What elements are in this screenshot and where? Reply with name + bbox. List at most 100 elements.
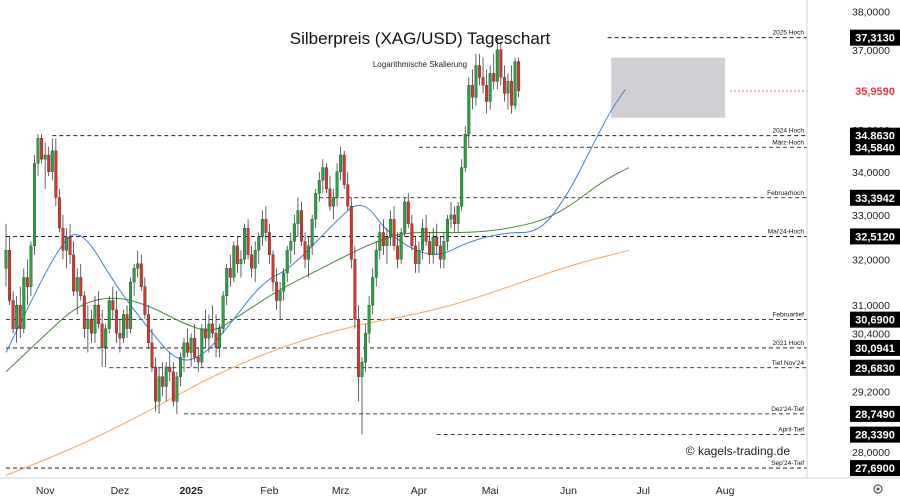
candle-body	[203, 328, 207, 339]
candle-body	[310, 219, 314, 247]
candle	[61, 214, 65, 260]
candle-body	[164, 366, 168, 387]
candle	[15, 295, 19, 343]
candle-body	[435, 236, 439, 247]
candle	[118, 319, 122, 353]
candle-body	[118, 333, 122, 339]
ma20-line	[5, 89, 626, 361]
candle	[389, 210, 392, 246]
x-tick-label: Jul	[637, 485, 650, 497]
candle	[154, 357, 157, 412]
candle-body	[285, 250, 289, 274]
candle	[453, 206, 457, 233]
settings-gear-icon[interactable]	[873, 484, 883, 494]
candle-body	[107, 300, 111, 329]
candle	[43, 142, 47, 189]
candle	[200, 323, 204, 367]
candle-body	[104, 328, 108, 348]
candle	[356, 305, 360, 402]
candle	[239, 250, 243, 278]
candle-body	[72, 254, 76, 292]
candle	[456, 201, 460, 233]
candle	[392, 206, 396, 251]
y-tick-label: 32,0000	[852, 254, 890, 266]
candle	[317, 171, 321, 202]
candle	[499, 42, 503, 86]
candle-body	[33, 163, 36, 247]
candle	[8, 236, 12, 306]
x-tick-label: Mrz	[332, 485, 350, 497]
candle	[463, 125, 467, 172]
candle-body	[374, 250, 378, 278]
candle-body	[292, 223, 296, 242]
candle-body	[18, 304, 22, 329]
candle-body	[445, 219, 449, 242]
candle-body	[364, 333, 368, 363]
candle-body	[314, 193, 318, 220]
candle-body	[154, 366, 157, 402]
level-name: Dez'24-Tief	[771, 406, 804, 413]
x-tick-label: Jun	[560, 485, 577, 497]
candle-body	[86, 319, 90, 329]
candle-body	[207, 323, 211, 339]
candle-body	[289, 241, 293, 251]
candle-body	[332, 197, 335, 207]
candle-body	[211, 323, 214, 334]
candle	[342, 150, 346, 189]
candle-body	[54, 150, 58, 198]
candle	[22, 268, 26, 334]
candle-body	[114, 309, 118, 334]
x-tick-label: Dez	[111, 485, 130, 497]
level-price-tag	[850, 339, 900, 356]
time-axis: Nov Dez 2025 Feb Mrz Apr Mai Jun Jul Aug	[36, 485, 735, 497]
candle-body	[182, 342, 186, 358]
candle	[50, 138, 54, 181]
level-price-tag	[850, 29, 900, 46]
candle-body	[431, 236, 435, 255]
candle	[168, 352, 172, 382]
candle-body	[296, 210, 300, 224]
x-tick-label: Feb	[260, 485, 278, 497]
candle-body	[481, 77, 485, 86]
level-price-tag	[850, 139, 900, 156]
level-price-tag	[850, 228, 900, 245]
candle	[378, 223, 382, 260]
candle	[18, 286, 22, 339]
candle	[214, 314, 218, 358]
candle	[307, 236, 311, 278]
candle-body	[267, 232, 271, 255]
candle	[303, 232, 307, 269]
candle	[488, 65, 492, 110]
level-name: April-Tief	[778, 427, 804, 434]
candle	[164, 362, 168, 402]
candle-body	[239, 259, 243, 264]
candle	[410, 214, 414, 251]
candle-body	[328, 188, 332, 207]
x-tick-label: Nov	[36, 485, 55, 497]
candle-body	[68, 236, 72, 255]
chart-title: Silberpreis (XAG/USD) Tageschart	[290, 29, 551, 48]
candle-body	[178, 357, 182, 377]
candle	[246, 219, 250, 260]
candle	[93, 295, 97, 343]
level-name: Tief Nov'24	[772, 360, 805, 367]
candle-body	[125, 314, 129, 329]
candle	[332, 188, 335, 220]
candle-body	[470, 85, 474, 98]
candle-body	[171, 371, 175, 402]
candle	[196, 347, 200, 372]
candle-body	[456, 206, 460, 224]
candle-body	[250, 254, 254, 269]
x-tick-label: Mai	[482, 485, 499, 497]
x-tick-label: 2025	[179, 485, 203, 497]
candle-body	[467, 85, 471, 135]
x-tick-label: Aug	[716, 485, 735, 497]
moving-averages-layer	[5, 89, 630, 476]
candle-body	[335, 171, 339, 198]
candle-body	[232, 245, 236, 278]
candle-body	[225, 268, 229, 297]
candle-body	[399, 232, 403, 260]
candle-body	[300, 210, 303, 242]
candle-body	[79, 277, 83, 297]
candles-layer	[4, 37, 521, 435]
